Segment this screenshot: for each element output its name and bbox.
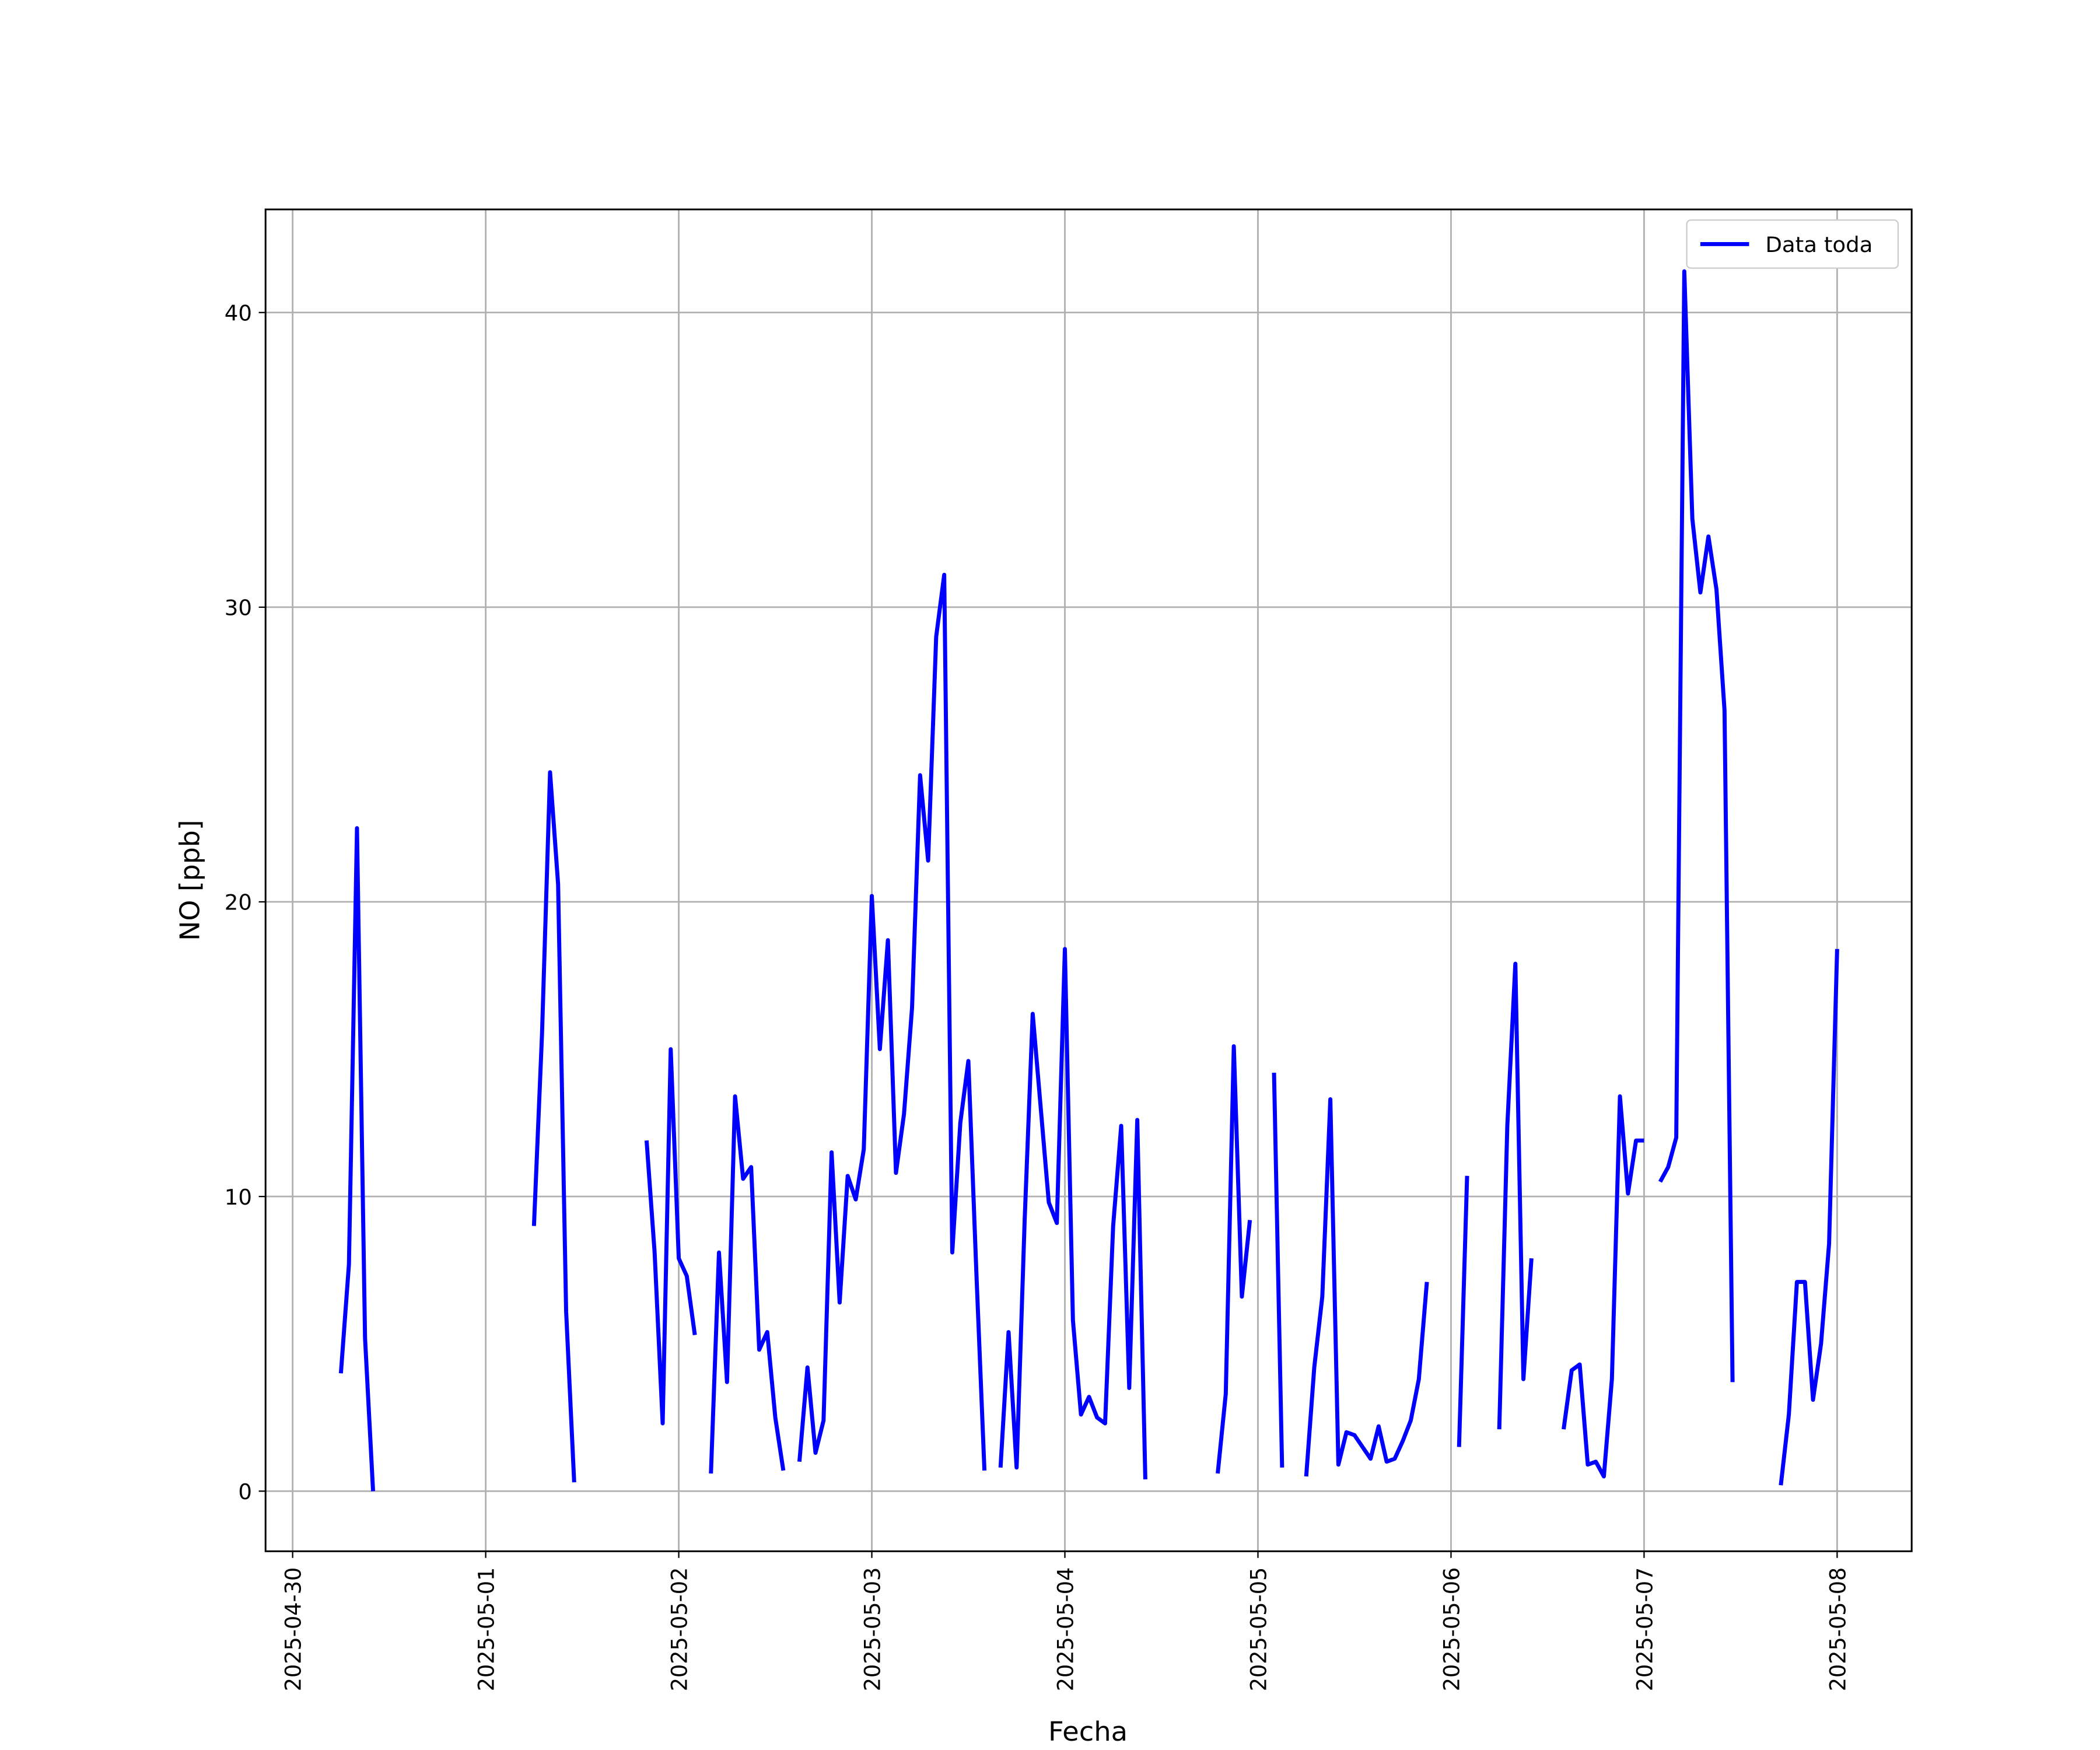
x-axis-label: Fecha xyxy=(1048,1716,1128,1747)
y-axis-label: NO [ppb] xyxy=(174,820,205,940)
x-tick-label: 2025-05-02 xyxy=(667,1567,692,1692)
y-tick-label: 10 xyxy=(225,1185,252,1210)
x-tick-label: 2025-05-08 xyxy=(1825,1567,1850,1692)
legend-box xyxy=(1686,219,1899,269)
x-tick-label: 2025-05-07 xyxy=(1632,1567,1657,1692)
x-tick-label: 2025-05-03 xyxy=(860,1567,885,1692)
x-tick-label: 2025-05-05 xyxy=(1246,1567,1271,1692)
y-tick-label: 0 xyxy=(238,1479,252,1504)
y-tick-label: 20 xyxy=(225,890,252,915)
legend-label: Data toda xyxy=(1765,232,1873,257)
x-tick-label: 2025-05-06 xyxy=(1439,1567,1464,1692)
x-tick-label: 2025-05-04 xyxy=(1053,1567,1078,1692)
x-tick-label: 2025-04-30 xyxy=(281,1567,306,1692)
y-tick-label: 30 xyxy=(225,596,252,621)
plot-frame xyxy=(264,208,1913,1552)
x-tick-label: 2025-05-01 xyxy=(474,1567,499,1692)
y-tick-label: 40 xyxy=(225,301,252,326)
data-line xyxy=(338,269,1839,1492)
